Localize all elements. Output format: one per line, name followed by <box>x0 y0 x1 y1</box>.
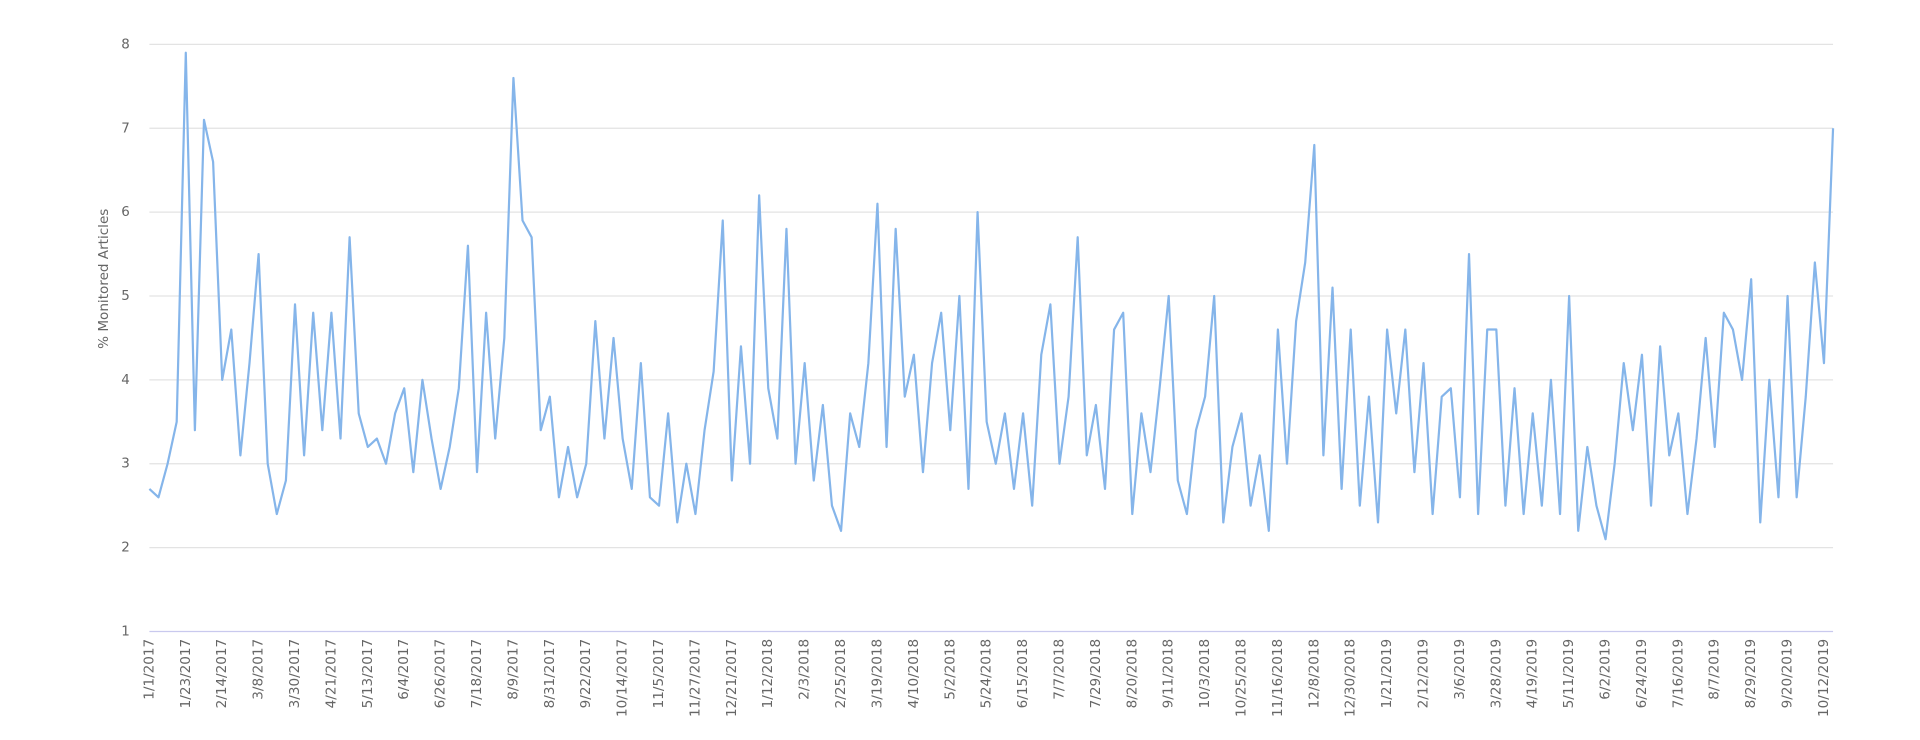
x-tick-label: 1/21/2019 <box>1379 639 1395 708</box>
x-tick-label: 7/29/2018 <box>1088 639 1104 708</box>
x-tick-label: 9/11/2018 <box>1161 639 1177 708</box>
y-tick-label: 2 <box>121 540 130 556</box>
x-tick-label: 9/22/2017 <box>578 639 594 708</box>
y-tick-label: 1 <box>121 623 130 639</box>
x-tick-label: 7/16/2019 <box>1670 639 1686 708</box>
x-tick-label: 8/29/2019 <box>1743 639 1759 708</box>
x-tick-label: 2/12/2019 <box>1416 639 1432 708</box>
x-tick-label: 6/2/2019 <box>1598 639 1614 700</box>
x-tick-label: 2/3/2018 <box>797 639 813 700</box>
x-tick-label: 10/3/2018 <box>1197 639 1213 708</box>
x-tick-label: 9/20/2019 <box>1780 639 1796 708</box>
x-tick-label: 10/14/2017 <box>615 639 631 717</box>
x-tick-label: 11/5/2017 <box>651 639 667 708</box>
x-tick-label: 3/6/2019 <box>1452 639 1468 700</box>
x-tick-label: 1/23/2017 <box>178 639 194 708</box>
x-tick-label: 12/30/2018 <box>1343 639 1359 717</box>
x-tick-label: 10/12/2019 <box>1816 639 1832 717</box>
x-tick-label: 8/31/2017 <box>542 639 558 708</box>
x-tick-label: 5/2/2018 <box>942 639 958 700</box>
y-tick-label: 7 <box>121 120 130 136</box>
x-tick-label: 11/27/2017 <box>687 639 703 717</box>
x-tick-label: 3/30/2017 <box>287 639 303 708</box>
x-tick-label: 5/24/2018 <box>979 639 995 708</box>
y-tick-label: 8 <box>121 36 130 52</box>
x-tick-label: 11/16/2018 <box>1270 639 1286 717</box>
x-tick-label: 8/20/2018 <box>1124 639 1140 708</box>
x-tick-label: 6/15/2018 <box>1015 639 1031 708</box>
x-tick-label: 6/26/2017 <box>433 639 449 708</box>
x-tick-label: 3/28/2019 <box>1488 639 1504 708</box>
x-tick-label: 7/7/2018 <box>1052 639 1068 700</box>
x-tick-label: 8/7/2019 <box>1707 639 1723 700</box>
x-tick-label: 7/18/2017 <box>469 639 485 708</box>
y-tick-label: 6 <box>121 204 130 220</box>
x-tick-label: 4/10/2018 <box>906 639 922 708</box>
y-tick-label: 3 <box>121 456 130 472</box>
x-tick-label: 3/19/2018 <box>869 639 885 708</box>
x-tick-label: 8/9/2017 <box>505 639 521 700</box>
x-tick-label: 10/25/2018 <box>1234 639 1250 717</box>
y-tick-label: 4 <box>121 372 130 388</box>
x-tick-label: 2/14/2017 <box>214 639 230 708</box>
x-tick-label: 1/1/2017 <box>141 639 157 700</box>
x-tick-label: 6/4/2017 <box>396 639 412 700</box>
x-tick-label: 3/8/2017 <box>251 639 267 700</box>
y-axis-title: % Monitored Articles <box>96 209 112 349</box>
y-tick-label: 5 <box>121 288 130 304</box>
x-tick-label: 2/25/2018 <box>833 639 849 708</box>
x-tick-label: 5/13/2017 <box>360 639 376 708</box>
x-tick-label: 12/8/2018 <box>1306 639 1322 708</box>
x-tick-label: 4/21/2017 <box>323 639 339 708</box>
line <box>148 51 1835 541</box>
x-tick-label: 1/12/2018 <box>760 639 776 708</box>
x-tick-label: 6/24/2019 <box>1634 639 1650 708</box>
x-tick-label: 5/11/2019 <box>1561 639 1577 708</box>
x-tick-label: 12/21/2017 <box>724 639 740 717</box>
x-tick-label: 4/19/2019 <box>1525 639 1541 708</box>
